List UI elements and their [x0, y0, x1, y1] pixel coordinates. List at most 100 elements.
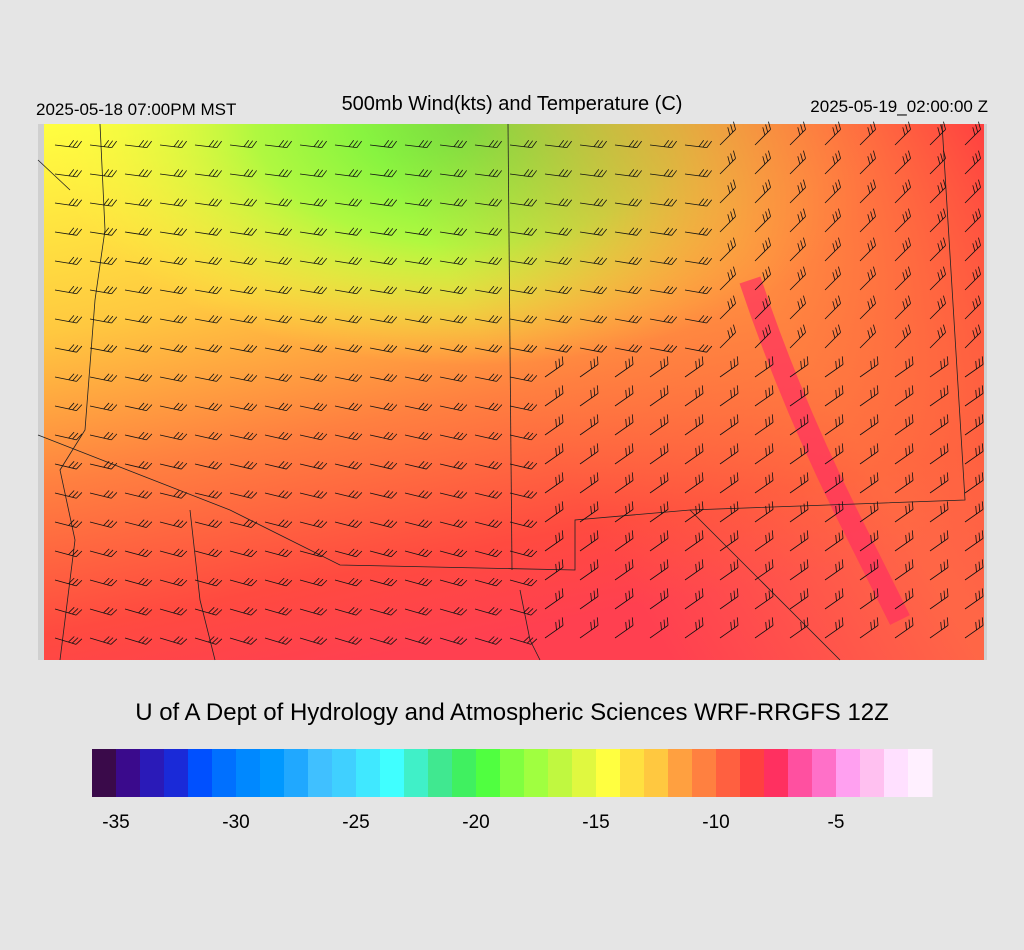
wind-barb: [229, 636, 258, 645]
wind-barb: [754, 324, 771, 349]
wind-barb: [579, 256, 608, 265]
wind-barb: [439, 577, 468, 587]
wind-barb: [929, 237, 946, 262]
wind-barb: [929, 385, 949, 407]
colorbar-swatch: [260, 749, 285, 797]
wind-barb: [859, 237, 876, 262]
wind-barb: [54, 198, 83, 207]
wind-barb: [719, 443, 739, 465]
wind-barb: [404, 285, 433, 295]
wind-barb: [894, 179, 911, 204]
wind-barb: [89, 344, 118, 353]
wind-barb: [894, 356, 914, 378]
wind-barb: [159, 490, 188, 499]
colorbar-swatch: [788, 749, 813, 797]
wind-barb: [264, 519, 293, 528]
wind-barb: [509, 402, 538, 412]
wind-barb: [684, 443, 704, 465]
wind-barb: [649, 139, 677, 149]
wind-barb: [719, 295, 736, 320]
wind-barb: [614, 315, 643, 324]
wind-barb: [124, 344, 153, 353]
wind-barb: [649, 169, 678, 178]
wind-barb: [614, 285, 643, 295]
wind-barb: [54, 607, 83, 616]
wind-barb: [194, 344, 223, 353]
wind-barb: [474, 373, 503, 382]
wind-barb: [334, 373, 363, 382]
wind-barb: [54, 402, 83, 412]
wind-barb: [299, 285, 328, 295]
wind-barb: [159, 169, 188, 178]
wind-barb: [439, 315, 468, 324]
wind-barb: [229, 139, 257, 149]
wind-barb: [124, 636, 153, 645]
wind-barb: [159, 315, 188, 324]
wind-barb: [229, 198, 258, 207]
wind-barb: [474, 431, 503, 441]
wind-barb: [544, 227, 573, 236]
warm-ridge: [739, 276, 910, 625]
wind-barb: [789, 266, 806, 291]
wind-barb: [89, 139, 117, 149]
wind-barb: [684, 559, 704, 581]
wind-barb: [194, 402, 223, 412]
wind-barb: [964, 472, 984, 494]
wind-barb: [474, 548, 503, 558]
wind-barb: [89, 461, 118, 470]
colorbar-swatch: [212, 749, 237, 797]
wind-barb: [404, 461, 433, 470]
colorbar: -35 -30 -25 -20 -15 -10 -5: [92, 749, 933, 833]
wind-barb: [579, 385, 599, 407]
wind-barb: [124, 402, 153, 412]
wind-barb: [964, 237, 981, 262]
wind-barb: [929, 501, 949, 523]
wind-barb: [404, 431, 433, 441]
colorbar-swatch: [404, 749, 429, 797]
wind-barb: [159, 548, 188, 558]
wind-barb: [894, 588, 914, 610]
wind-barb: [54, 139, 82, 149]
wind-barb: [334, 227, 363, 236]
wind-barb: [334, 461, 363, 470]
wind-barb: [929, 356, 949, 378]
wind-barb: [54, 548, 83, 558]
wind-barb: [334, 198, 363, 207]
wind-barb: [404, 519, 433, 528]
wind-barb: [684, 344, 713, 353]
wind-barb: [404, 373, 433, 382]
wind-barb: [124, 315, 153, 324]
wind-barb: [474, 519, 503, 528]
wind-barb: [404, 344, 433, 353]
wind-barb: [474, 198, 503, 207]
wind-barb: [194, 227, 223, 236]
wind-barb: [159, 373, 188, 382]
wind-barb: [229, 461, 258, 470]
wind-barb: [299, 607, 328, 616]
wind-barb: [264, 139, 292, 149]
colorbar-swatch: [116, 749, 141, 797]
wind-barb: [474, 607, 503, 616]
wind-barb: [754, 472, 774, 494]
wind-barb: [894, 266, 911, 291]
wind-barb: [684, 385, 704, 407]
wind-barb: [754, 385, 774, 407]
wind-barb: [474, 461, 503, 470]
wind-barb: [719, 208, 736, 233]
wind-barb: [474, 315, 503, 324]
wind-barb: [859, 121, 876, 146]
wind-barb: [334, 169, 363, 178]
wind-barb: [859, 501, 879, 523]
wind-barb: [824, 179, 841, 204]
wind-barb: [824, 208, 841, 233]
wind-barb: [859, 179, 876, 204]
wind-barb: [719, 385, 739, 407]
colorbar-swatch: [620, 749, 645, 797]
wind-barb: [89, 315, 118, 324]
wind-barb: [439, 461, 468, 470]
wind-barb: [579, 227, 608, 236]
wind-barb: [439, 636, 468, 645]
wind-barb: [264, 169, 293, 178]
wind-barb: [929, 559, 949, 581]
